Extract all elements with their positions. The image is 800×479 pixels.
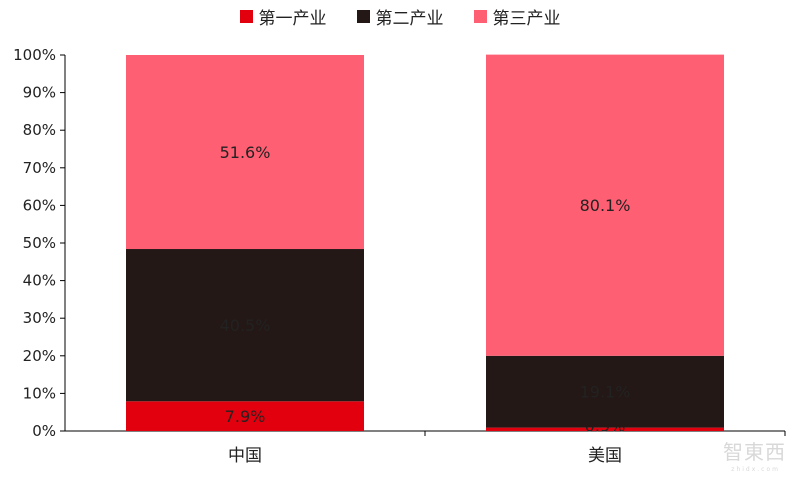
legend-label-tertiary: 第三产业 [492, 9, 561, 29]
legend: 第一产业 第二产业 第三产业 [0, 4, 800, 29]
bar-segment [486, 427, 724, 431]
bar-segment [486, 355, 724, 428]
y-tick-label: 90% [23, 84, 56, 102]
y-tick-label: 20% [23, 347, 56, 365]
watermark-logo: 智東西 [723, 440, 786, 464]
legend-swatch-secondary [356, 10, 370, 23]
legend-item-secondary: 第二产业 [356, 4, 444, 29]
y-tick-label: 100% [13, 46, 56, 64]
legend-swatch-primary [239, 10, 253, 23]
y-tick-label: 40% [23, 272, 56, 290]
legend-item-tertiary: 第三产业 [473, 4, 561, 29]
y-tick-label: 50% [23, 234, 56, 252]
legend-label-secondary: 第二产业 [375, 9, 444, 29]
x-tick-label: 美国 [588, 446, 622, 466]
y-tick-label: 30% [23, 309, 56, 327]
legend-label-primary: 第一产业 [258, 9, 327, 29]
data-label: 19.1% [580, 383, 631, 402]
y-tick-label: 60% [23, 196, 56, 214]
bar-segment [126, 401, 364, 431]
x-tick-label: 中国 [228, 446, 262, 466]
bar-segment [126, 55, 364, 250]
y-tick-label: 0% [32, 422, 56, 440]
legend-item-primary: 第一产业 [239, 4, 327, 29]
y-tick-label: 70% [23, 159, 56, 177]
watermark-sub: zhidx.com [731, 466, 780, 473]
data-label: 80.1% [580, 196, 631, 215]
data-label: 40.5% [220, 316, 271, 335]
legend-swatch-tertiary [473, 10, 487, 23]
data-label: 7.9% [225, 407, 266, 426]
bar-segment [126, 249, 364, 402]
y-tick-label: 10% [23, 384, 56, 402]
data-label: 51.6% [220, 143, 271, 162]
bar-segment [486, 54, 724, 356]
y-tick-label: 80% [23, 121, 56, 139]
